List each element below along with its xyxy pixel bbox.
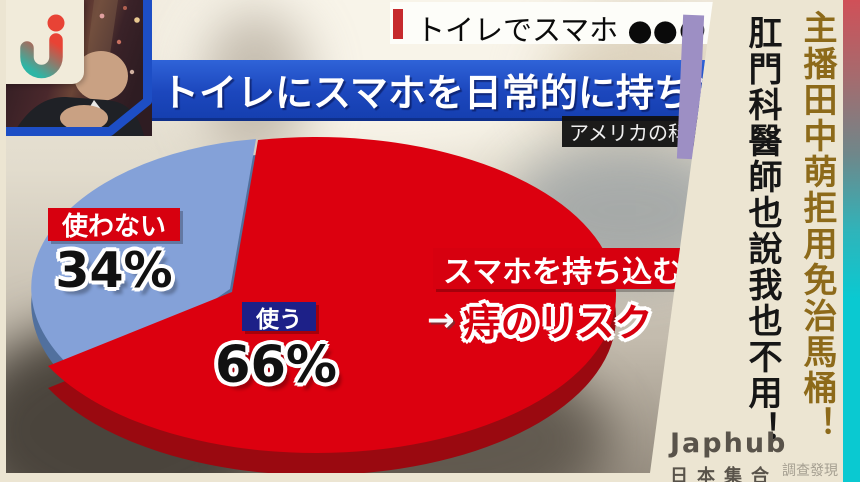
brand-note: 調查發現 — [782, 463, 838, 479]
j-logo-icon — [20, 14, 65, 79]
brand-block: Japhub 日本集合 — [670, 428, 787, 482]
risk-title-text: スマホを持ち込む — [443, 254, 683, 290]
pie-label-use-text: 使う — [256, 306, 302, 333]
pie-label-not-use-text: 使わない — [61, 212, 166, 242]
pie-percent-not-use: 34% — [55, 242, 173, 299]
pie-label-use: 使う — [242, 302, 316, 333]
pie-label-not-use: 使わない — [48, 208, 180, 242]
pie-slice-red — [48, 137, 617, 454]
headline-banner: トイレにスマホを日常的に持ち込む — [148, 60, 713, 121]
pie-percent-use: 66% — [214, 336, 338, 395]
risk-line: → 痔のリスク — [427, 292, 653, 347]
risk-title-box: スマホを持ち込む — [433, 248, 713, 290]
banner-headline-gold: 主播田中萌拒用免治馬桶！ — [797, 10, 837, 442]
source-label: アメリカの科学 — [562, 116, 713, 147]
ticker-text: トイレでスマホ ●●の — [416, 13, 707, 47]
risk-text: 痔のリスク — [462, 301, 653, 345]
brand-wordmark: Japhub — [670, 428, 788, 459]
headline-text: トイレにスマホを日常的に持ち込む — [161, 70, 768, 115]
edge-gradient-strip — [843, 0, 860, 482]
j-logo — [6, 0, 84, 84]
pie-slice-blue — [31, 139, 257, 384]
ticker-strip: トイレでスマホ ●●の — [390, 2, 713, 47]
banner-headline-black: 肛門科醫師也說我也不用！ — [742, 15, 782, 447]
brand-cjk: 日本集合 — [670, 466, 778, 482]
ticker-red-bar — [393, 9, 403, 39]
arrow-icon: → — [427, 300, 455, 339]
